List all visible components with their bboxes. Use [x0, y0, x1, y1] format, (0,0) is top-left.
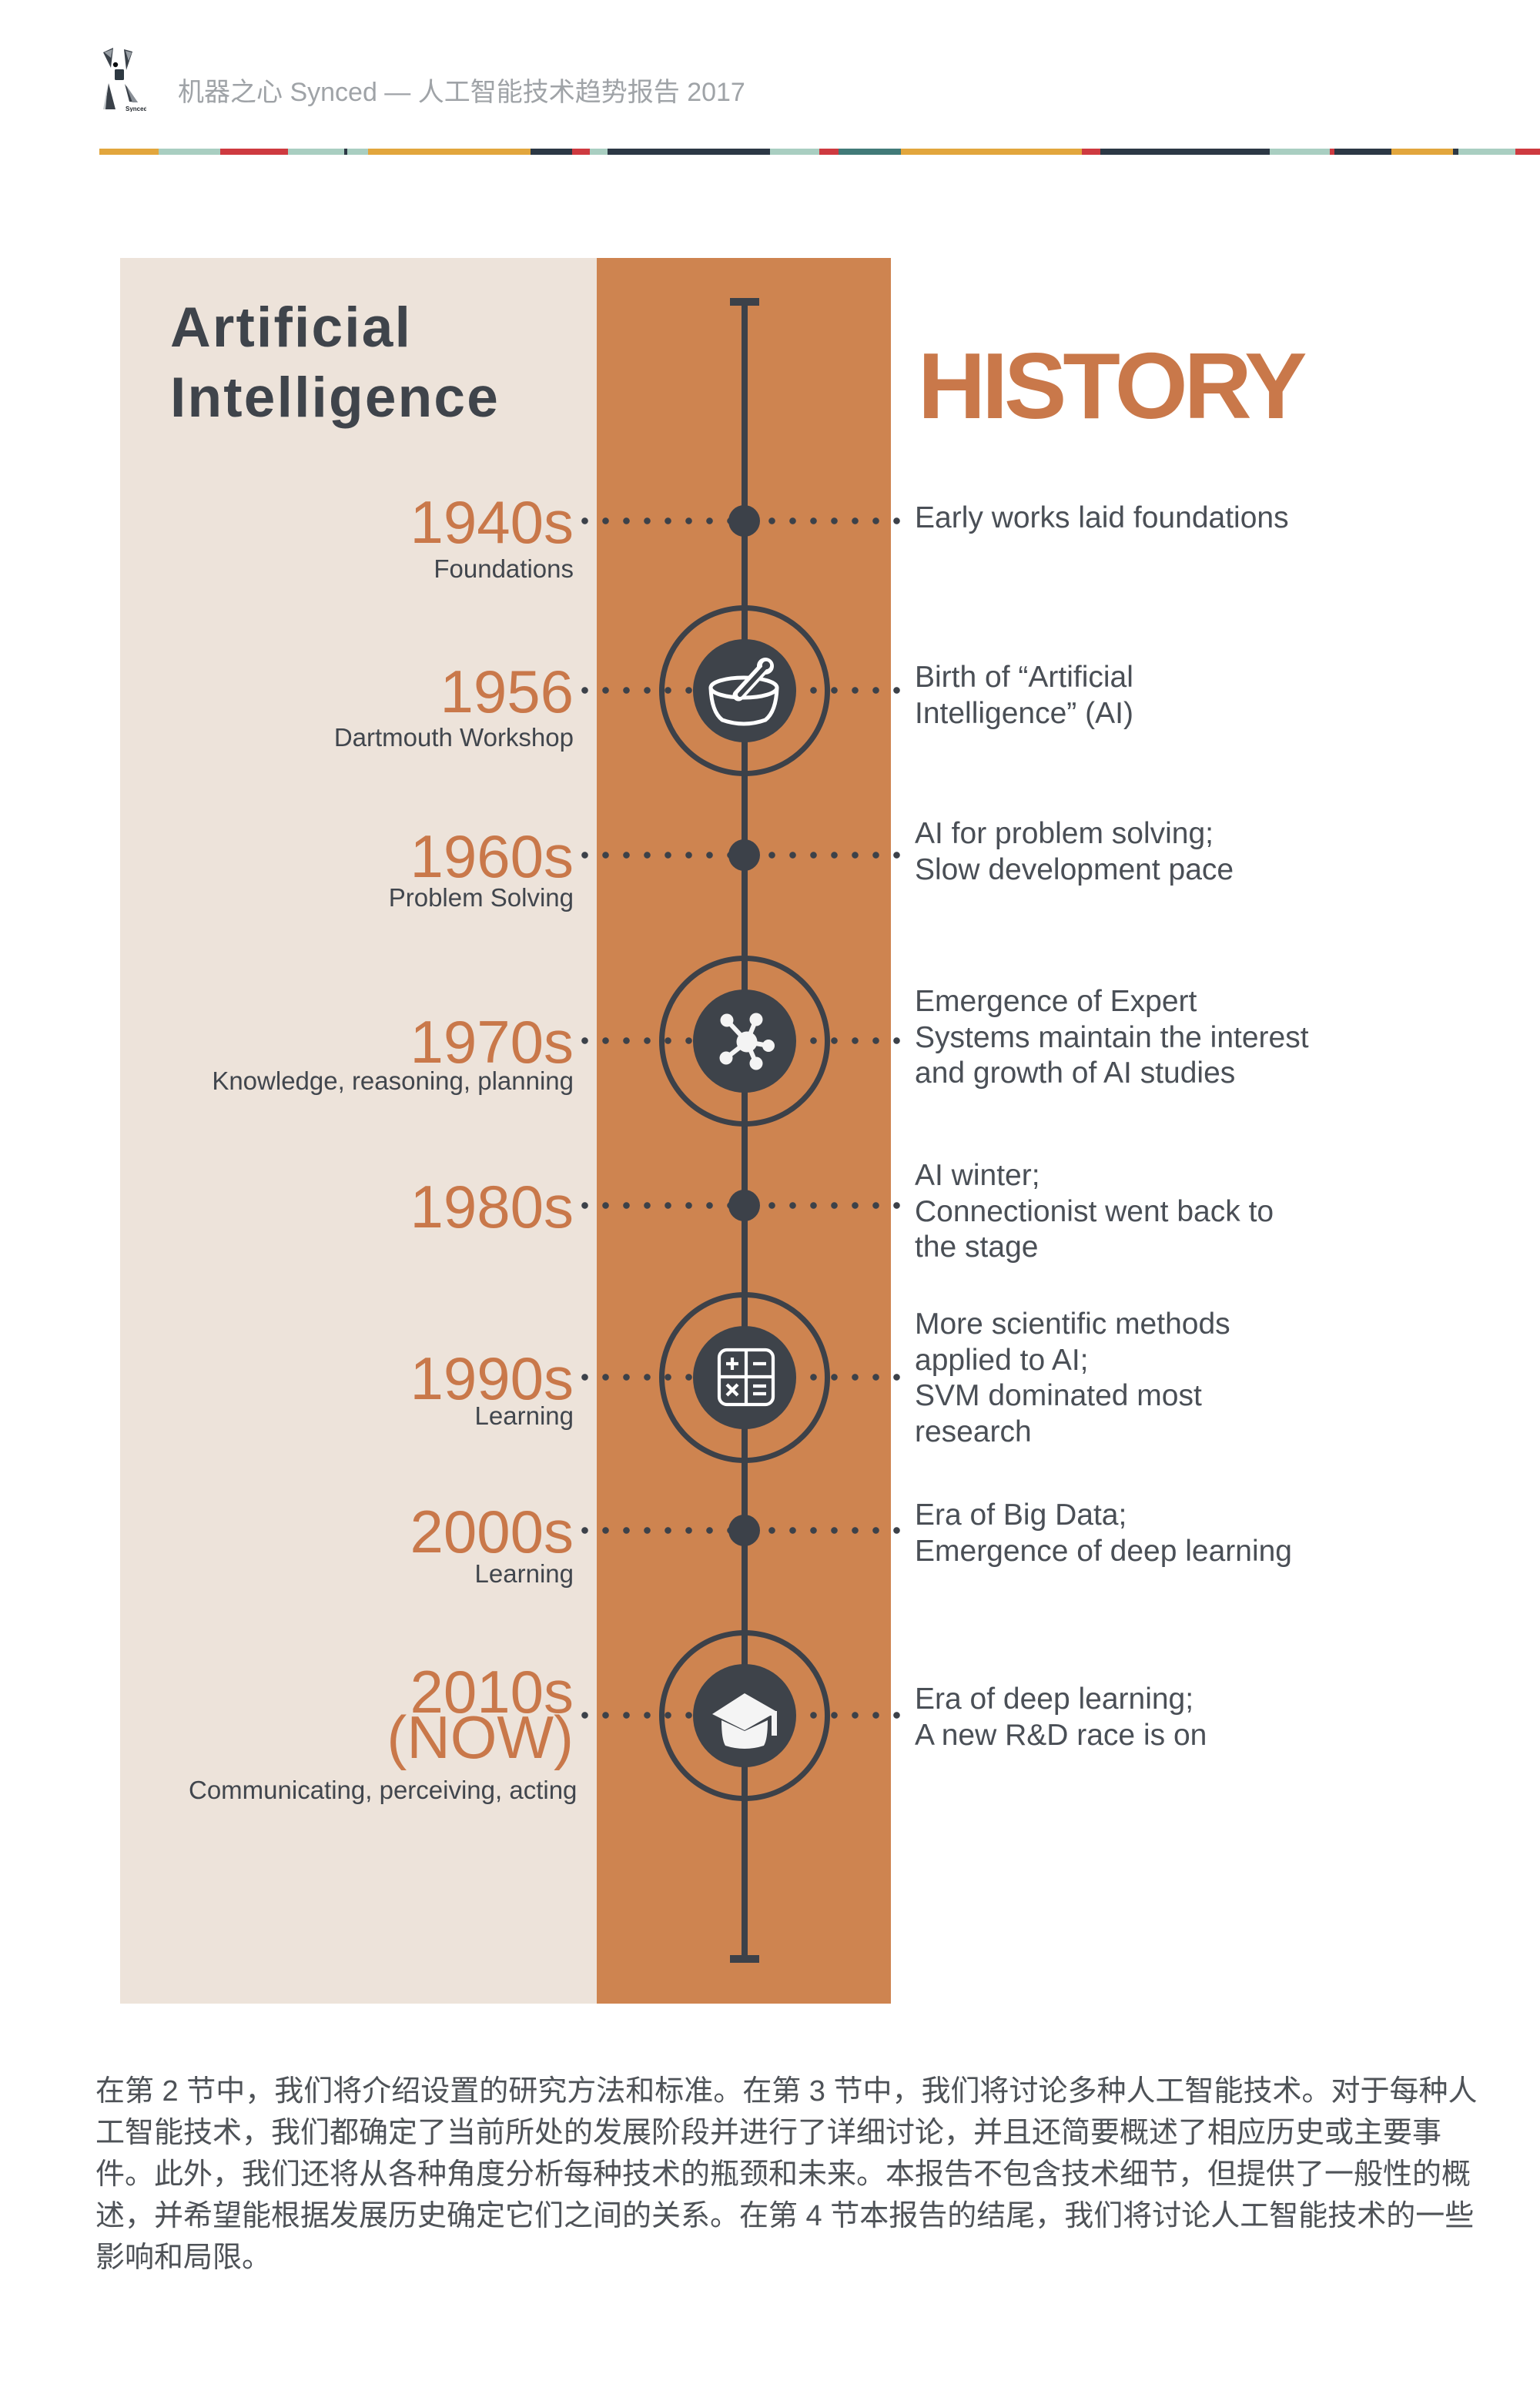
svg-text:Synced: Synced [126, 105, 146, 112]
